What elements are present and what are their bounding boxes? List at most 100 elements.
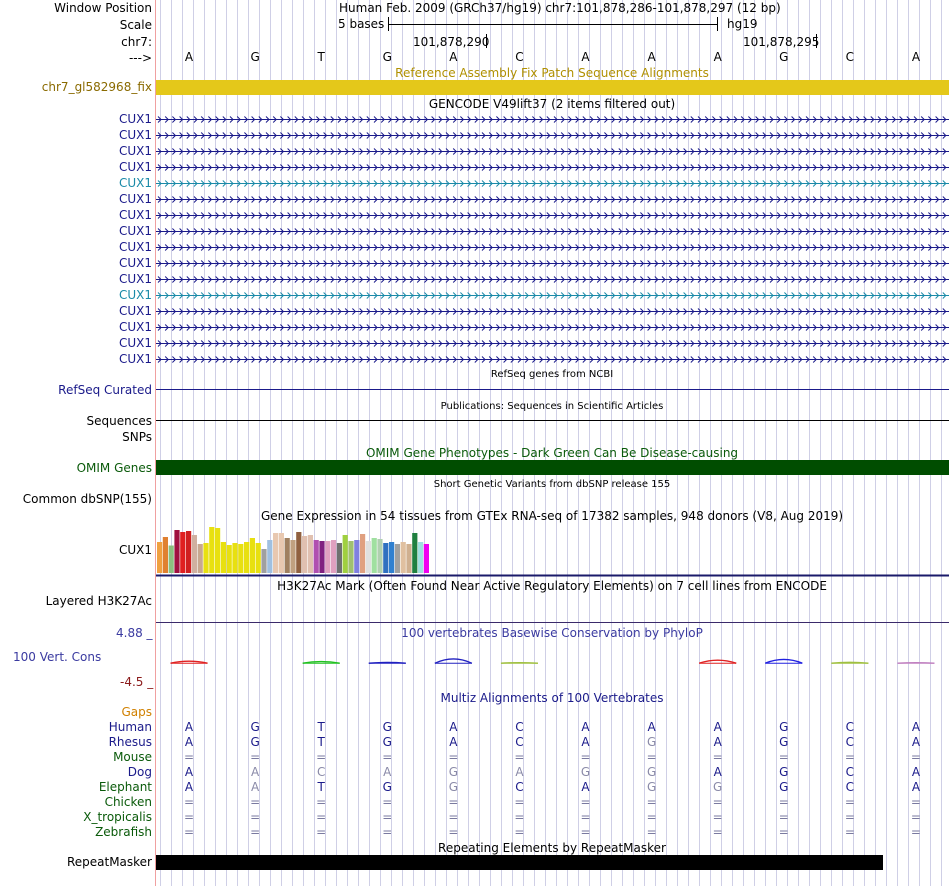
gtex-track-title[interactable]: Gene Expression in 54 tissues from GTEx … <box>260 509 844 523</box>
strand-arrow <box>812 180 817 187</box>
gencode-item-label[interactable]: CUX1 <box>118 208 152 222</box>
repeatmasker-bar[interactable] <box>156 855 883 870</box>
species-label[interactable]: Elephant <box>98 780 152 794</box>
omim-bar[interactable] <box>156 460 949 475</box>
species-label[interactable]: X_tropicalis <box>83 810 152 824</box>
snps-label[interactable]: SNPs <box>122 430 152 444</box>
gencode-transcript-line[interactable] <box>156 257 949 269</box>
strand-arrow <box>200 260 205 267</box>
strand-arrow <box>892 356 897 363</box>
phylop-track-title[interactable]: 100 vertebrates Basewise Conservation by… <box>401 626 703 640</box>
strand-arrow <box>712 340 717 347</box>
gencode-transcript-line[interactable] <box>156 193 949 205</box>
omim-track-title[interactable]: OMIM Gene Phenotypes - Dark Green Can Be… <box>365 446 739 460</box>
strand-arrow <box>215 260 220 267</box>
gencode-item-label[interactable]: CUX1 <box>118 224 152 238</box>
gencode-transcript-line[interactable] <box>156 209 949 221</box>
fix-patch-label[interactable]: chr7_gl582968_fix <box>41 80 152 94</box>
strand-arrow <box>517 164 522 171</box>
gtex-gene-label[interactable]: CUX1 <box>118 543 152 557</box>
species-label[interactable]: Zebrafish <box>95 825 152 839</box>
strand-arrow <box>740 132 745 139</box>
h3k27ac-label[interactable]: Layered H3K27Ac <box>45 594 152 608</box>
strand-arrow <box>546 196 551 203</box>
gencode-track-title[interactable]: GENCODE V49lift37 (2 items filtered out) <box>428 97 676 111</box>
phylop-label[interactable]: 100 Vert. Cons <box>13 650 102 664</box>
gencode-transcript-line[interactable] <box>156 337 949 349</box>
gencode-item-label[interactable]: CUX1 <box>118 336 152 350</box>
species-label[interactable]: Human <box>108 720 152 734</box>
strand-arrow <box>755 196 760 203</box>
strand-arrow <box>251 164 256 171</box>
species-label[interactable]: Mouse <box>113 750 152 764</box>
strand-arrow <box>560 196 565 203</box>
gencode-transcript-line[interactable] <box>156 225 949 237</box>
fix-patch-bar[interactable] <box>156 80 949 95</box>
repeatmasker-label[interactable]: RepeatMasker <box>66 855 152 869</box>
gencode-item-label[interactable]: CUX1 <box>118 240 152 254</box>
repeatmasker-track-title[interactable]: Repeating Elements by RepeatMasker <box>438 841 666 855</box>
gencode-transcript-line[interactable] <box>156 321 949 333</box>
alignment-base: = <box>514 750 525 764</box>
gaps-label[interactable]: Gaps <box>121 705 152 719</box>
publications-track-title[interactable]: Publications: Sequences in Scientific Ar… <box>440 401 664 412</box>
refseq-track-title[interactable]: RefSeq genes from NCBI <box>490 369 614 380</box>
strand-arrow <box>546 132 551 139</box>
gencode-transcript-line[interactable] <box>156 353 949 365</box>
strand-arrow <box>942 292 947 299</box>
strand-arrow <box>524 116 529 123</box>
strand-arrow <box>488 340 493 347</box>
phylop-wiggle[interactable] <box>156 645 949 680</box>
species-label[interactable]: Chicken <box>104 795 152 809</box>
gencode-item-label[interactable]: CUX1 <box>118 256 152 270</box>
strand-arrow <box>445 132 450 139</box>
strand-arrow <box>812 324 817 331</box>
strand-arrow <box>258 292 263 299</box>
gencode-item-label[interactable]: CUX1 <box>118 288 152 302</box>
gencode-transcript-line[interactable] <box>156 289 949 301</box>
omim-label[interactable]: OMIM Genes <box>76 461 152 475</box>
strand-arrow <box>755 132 760 139</box>
gencode-item-label[interactable]: CUX1 <box>118 160 152 174</box>
strand-arrow <box>532 164 537 171</box>
publications-label[interactable]: Sequences <box>86 414 152 428</box>
gencode-transcript-line[interactable] <box>156 129 949 141</box>
strand-arrow <box>863 180 868 187</box>
gencode-item-label[interactable]: CUX1 <box>118 272 152 286</box>
gencode-item-label[interactable]: CUX1 <box>118 144 152 158</box>
gtex-bar-chart[interactable] <box>156 523 949 577</box>
refseq-label[interactable]: RefSeq Curated <box>58 383 152 397</box>
strand-arrow <box>452 164 457 171</box>
dbsnp-track-title[interactable]: Short Genetic Variants from dbSNP releas… <box>433 479 671 490</box>
alignment-base: = <box>646 825 657 839</box>
strand-arrow <box>582 292 587 299</box>
h3k27ac-track-title[interactable]: H3K27Ac Mark (Often Found Near Active Re… <box>277 579 827 593</box>
gencode-transcript-line[interactable] <box>156 177 949 189</box>
dbsnp-label[interactable]: Common dbSNP(155) <box>22 492 152 506</box>
gencode-transcript-line[interactable] <box>156 161 949 173</box>
gencode-item-label[interactable]: CUX1 <box>118 352 152 366</box>
alignment-base: = <box>910 825 921 839</box>
strand-arrow <box>712 292 717 299</box>
gencode-transcript-line[interactable] <box>156 273 949 285</box>
strand-arrow <box>388 324 393 331</box>
species-label[interactable]: Dog <box>127 765 152 779</box>
gencode-item-label[interactable]: CUX1 <box>118 112 152 126</box>
strand-arrow <box>316 196 321 203</box>
multiz-track-title[interactable]: Multiz Alignments of 100 Vertebrates <box>440 691 664 705</box>
gencode-item-label[interactable]: CUX1 <box>118 304 152 318</box>
gencode-item-label[interactable]: CUX1 <box>118 320 152 334</box>
gencode-transcript-line[interactable] <box>156 305 949 317</box>
species-label[interactable]: Rhesus <box>108 735 152 749</box>
gencode-item-label[interactable]: CUX1 <box>118 192 152 206</box>
gencode-item-label[interactable]: CUX1 <box>118 128 152 142</box>
strand-arrow <box>719 132 724 139</box>
gencode-transcript-line[interactable] <box>156 145 949 157</box>
strand-arrow <box>575 164 580 171</box>
window-position-value[interactable]: Human Feb. 2009 (GRCh37/hg19) chr7:101,8… <box>339 1 781 15</box>
fix-patch-track-title[interactable]: Reference Assembly Fix Patch Sequence Al… <box>395 66 709 80</box>
gencode-transcript-line[interactable] <box>156 241 949 253</box>
strand-arrow <box>856 148 861 155</box>
gencode-transcript-line[interactable] <box>156 113 949 125</box>
gencode-item-label[interactable]: CUX1 <box>118 176 152 190</box>
